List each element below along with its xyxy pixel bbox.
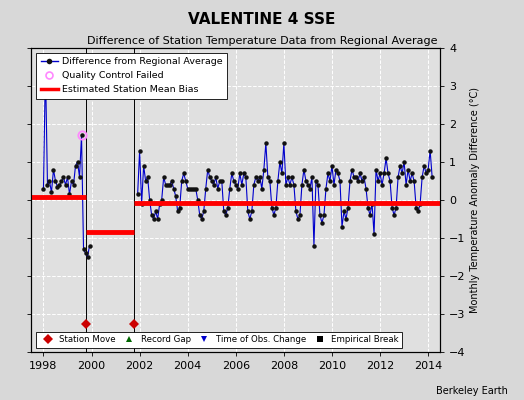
Y-axis label: Monthly Temperature Anomaly Difference (°C): Monthly Temperature Anomaly Difference (… [470,87,480,313]
Text: Difference of Station Temperature Data from Regional Average: Difference of Station Temperature Data f… [87,36,437,46]
Text: Berkeley Earth: Berkeley Earth [436,386,508,396]
Legend: Station Move, Record Gap, Time of Obs. Change, Empirical Break: Station Move, Record Gap, Time of Obs. C… [36,332,402,348]
Text: VALENTINE 4 SSE: VALENTINE 4 SSE [188,12,336,27]
